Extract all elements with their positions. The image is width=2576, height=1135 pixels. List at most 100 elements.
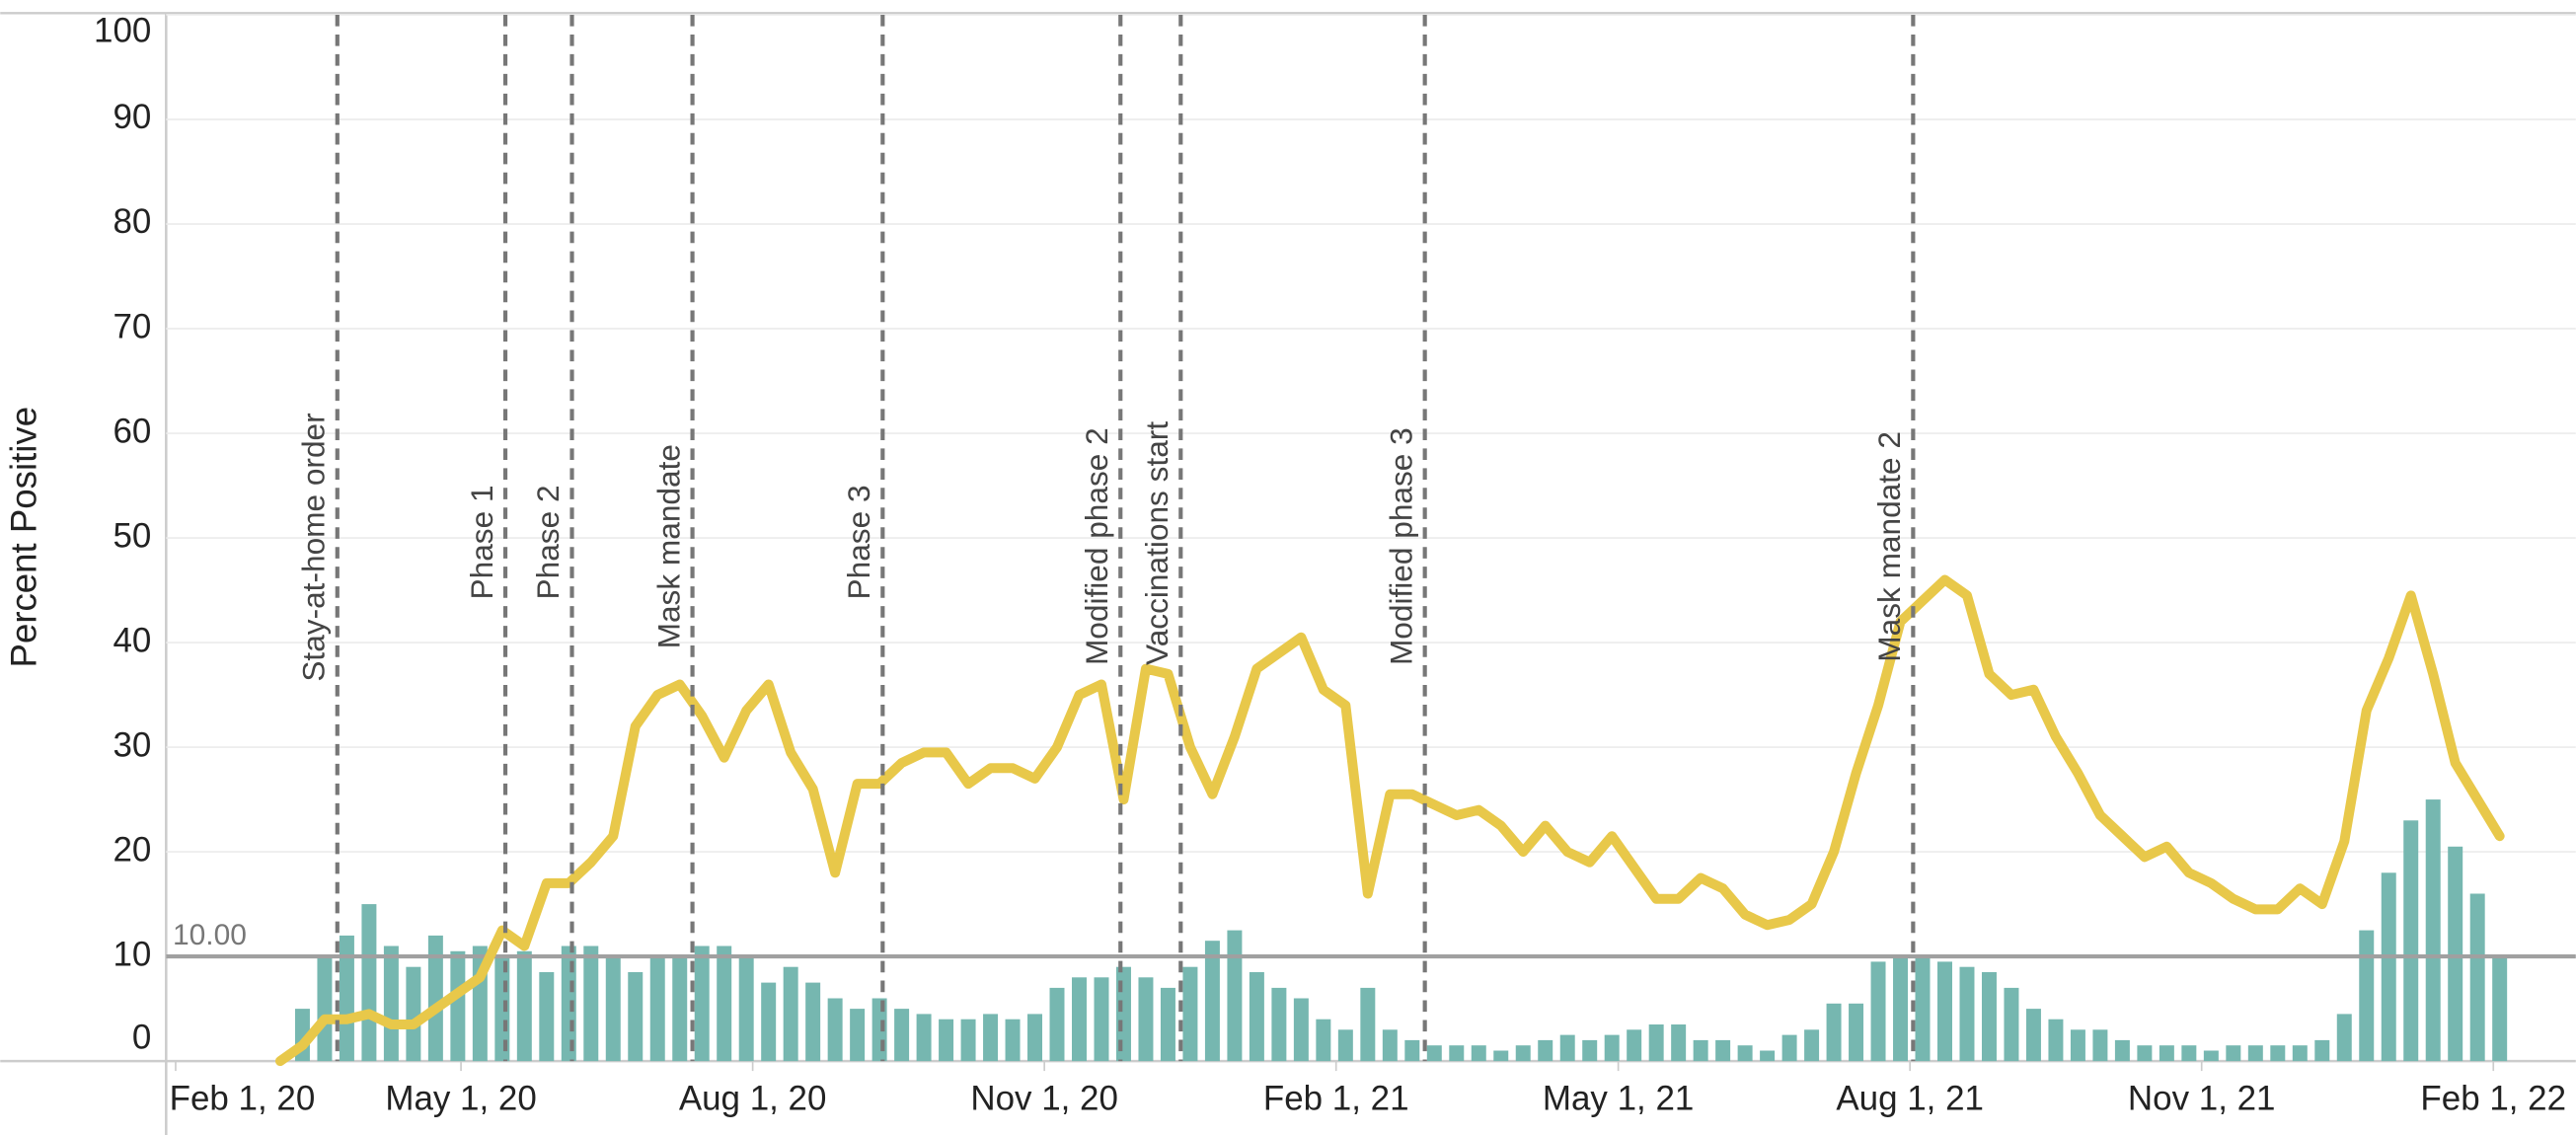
y-tick-label: 90 [113, 98, 151, 136]
bar [2092, 1029, 2108, 1062]
bar [2381, 872, 2396, 1062]
y-tick-label: 60 [113, 412, 151, 450]
bar [1737, 1045, 1753, 1062]
bar [450, 950, 466, 1062]
bar [1426, 1045, 1442, 1062]
bar [1360, 987, 1376, 1062]
bar [1715, 1039, 1731, 1062]
bar [2070, 1029, 2085, 1062]
bar [2359, 930, 2375, 1062]
bar [1316, 1019, 1331, 1062]
bar [2425, 799, 2441, 1062]
bar [717, 946, 732, 1062]
bar [1582, 1039, 1598, 1062]
annotation-label: Stay-at-home order [296, 413, 332, 681]
x-tick-label: Nov 1, 21 [2128, 1079, 2276, 1117]
bar [583, 946, 599, 1062]
bar [1005, 1019, 1021, 1062]
bar [628, 971, 644, 1062]
x-tick-label: May 1, 21 [1543, 1079, 1694, 1117]
bar [850, 1009, 866, 1062]
bar [1049, 987, 1065, 1062]
bar [960, 1019, 976, 1062]
bar [1271, 987, 1287, 1062]
line [274, 574, 2505, 1067]
bar [2203, 1050, 2219, 1062]
bar [738, 956, 754, 1062]
bar [361, 904, 377, 1062]
bar [539, 971, 555, 1062]
bar [2492, 956, 2508, 1062]
bar [2226, 1045, 2241, 1062]
y-axis-title: Percent Positive [4, 407, 44, 668]
y-tick-label: 100 [94, 12, 151, 50]
bar [1604, 1034, 1620, 1062]
bar [783, 966, 798, 1062]
annotation-label: Mask mandate 2 [1871, 431, 1907, 662]
bar [1293, 998, 1309, 1062]
bar [516, 950, 532, 1062]
bar [1027, 1014, 1043, 1062]
bar [2137, 1045, 2153, 1062]
bar [2159, 1045, 2174, 1062]
bar [1404, 1039, 1420, 1062]
y-tick-label: 0 [132, 1019, 151, 1057]
x-tick-label: Feb 1, 20 [170, 1079, 316, 1117]
bar [2403, 820, 2419, 1062]
bar [2025, 1009, 2041, 1062]
bar [1937, 961, 1952, 1062]
y-tick-label: 10 [113, 935, 151, 973]
y-tick-label: 50 [113, 516, 151, 555]
bar [1337, 1029, 1353, 1062]
bar [1915, 956, 1931, 1062]
x-tick-label: Feb 1, 21 [1263, 1079, 1409, 1117]
bar [2181, 1045, 2197, 1062]
bar [1781, 1034, 1797, 1062]
bar [1627, 1029, 1642, 1062]
x-tick-label: Aug 1, 21 [1836, 1079, 1984, 1117]
y-tick-label: 20 [113, 830, 151, 869]
bar [339, 935, 354, 1062]
bar [983, 1014, 999, 1062]
annotation-label: Vaccinations start [1139, 421, 1174, 665]
bar [1471, 1045, 1486, 1062]
bar [916, 1014, 932, 1062]
bar [1893, 956, 1909, 1062]
x-tick-label: Aug 1, 20 [679, 1079, 827, 1117]
bar [894, 1009, 910, 1062]
bar [1204, 941, 1220, 1062]
bar [2336, 1014, 2352, 1062]
x-tick-label: Nov 1, 20 [970, 1079, 1118, 1117]
annotation-label: Phase 1 [464, 485, 499, 599]
bar [605, 956, 621, 1062]
bar [561, 946, 576, 1062]
bar [2314, 1039, 2330, 1062]
bar [939, 1019, 954, 1062]
bar [1515, 1045, 1531, 1062]
bar [383, 946, 399, 1062]
bar [805, 982, 821, 1062]
y-tick-label: 30 [113, 725, 151, 764]
annotation-label: Phase 2 [530, 485, 566, 599]
bar [1094, 977, 1109, 1062]
bar [1249, 971, 1264, 1062]
annotation-label: Phase 3 [841, 485, 876, 599]
bar [1160, 987, 1175, 1062]
bar [2004, 987, 2019, 1062]
bar [2114, 1039, 2130, 1062]
x-tick-label: May 1, 20 [385, 1079, 536, 1117]
bar [1760, 1050, 1776, 1062]
bar [1959, 966, 1975, 1062]
y-tick-label: 80 [113, 202, 151, 241]
bar [427, 935, 443, 1062]
y-tick-label: 70 [113, 307, 151, 345]
bar [1559, 1034, 1575, 1062]
bar [406, 966, 421, 1062]
bar [1227, 930, 1243, 1062]
bar [1671, 1024, 1687, 1062]
bar [1138, 977, 1154, 1062]
bar [1804, 1029, 1820, 1062]
bar [2270, 1045, 2286, 1062]
bar [672, 956, 688, 1062]
